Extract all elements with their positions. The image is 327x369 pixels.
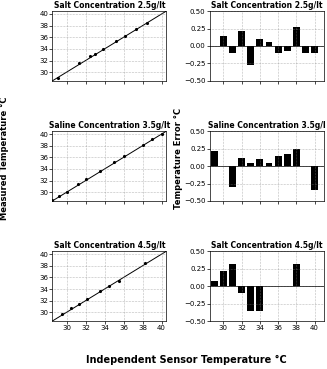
Bar bbox=[293, 264, 300, 286]
Bar bbox=[220, 271, 227, 286]
Bar bbox=[293, 149, 300, 166]
Bar bbox=[247, 163, 254, 166]
Bar bbox=[220, 35, 227, 46]
Text: Independent Sensor Temperature °C: Independent Sensor Temperature °C bbox=[86, 355, 287, 365]
Bar bbox=[256, 159, 263, 166]
Bar bbox=[211, 281, 218, 286]
Title: Salt Concentration 4.5g/lt: Salt Concentration 4.5g/lt bbox=[211, 241, 322, 251]
Bar bbox=[238, 158, 245, 166]
Title: Salt Concentration 4.5g/lt: Salt Concentration 4.5g/lt bbox=[54, 241, 165, 251]
Bar bbox=[275, 156, 282, 166]
Title: Saline Concentration 3.5g/l: Saline Concentration 3.5g/l bbox=[208, 121, 325, 130]
Bar bbox=[266, 42, 272, 46]
Bar bbox=[238, 31, 245, 46]
Text: Measured Temperature °C: Measured Temperature °C bbox=[0, 97, 9, 220]
Bar bbox=[284, 154, 291, 166]
Bar bbox=[247, 46, 254, 65]
Bar bbox=[211, 151, 218, 166]
Text: Temperature Error °C: Temperature Error °C bbox=[174, 108, 183, 209]
Title: Salt Concentration 2.5g/lt: Salt Concentration 2.5g/lt bbox=[54, 1, 165, 10]
Bar bbox=[238, 286, 245, 293]
Bar bbox=[229, 166, 236, 187]
Bar bbox=[311, 166, 318, 190]
Bar bbox=[284, 46, 291, 51]
Bar bbox=[247, 286, 254, 311]
Bar bbox=[229, 46, 236, 53]
Bar bbox=[293, 27, 300, 46]
Bar bbox=[229, 264, 236, 286]
Bar bbox=[311, 46, 318, 53]
Title: Saline Concentration 3.5g/lt: Saline Concentration 3.5g/lt bbox=[49, 121, 170, 130]
Bar bbox=[266, 163, 272, 166]
Bar bbox=[275, 46, 282, 53]
Title: Salt Concentration 2.5g/lt: Salt Concentration 2.5g/lt bbox=[211, 1, 322, 10]
Bar bbox=[256, 39, 263, 46]
Bar bbox=[302, 46, 309, 53]
Bar bbox=[256, 286, 263, 311]
